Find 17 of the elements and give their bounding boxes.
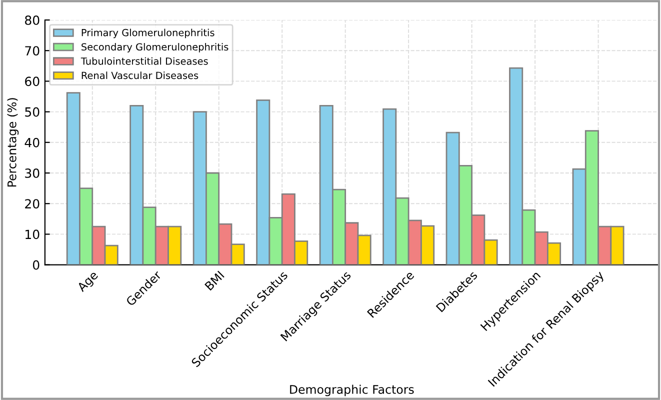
legend-label: Tubulointerstitial Diseases [80, 57, 208, 65]
y-tick-label: 40 [24, 138, 40, 148]
x-tick-label: Age [76, 270, 100, 294]
y-axis-title: Percentage (%) [7, 98, 19, 187]
legend-label: Secondary Glomerulonephritis [82, 43, 228, 52]
y-tick-label: 70 [25, 46, 40, 56]
legend-label: Renal Vascular Diseases [82, 72, 198, 80]
y-tick-label: 80 [25, 15, 40, 25]
y-tick-label: 60 [25, 76, 40, 86]
y-tick-label: 30 [25, 168, 40, 178]
y-tick-label: 0 [32, 260, 40, 270]
y-tick-label: 20 [25, 199, 40, 209]
y-tick-label: 50 [25, 107, 40, 117]
x-tick-label: BMI [204, 270, 224, 291]
legend-label: Primary Glomerulonephritis [82, 28, 214, 38]
x-axis-title: Demographic Factors [290, 384, 414, 396]
y-tick-label: 10 [26, 230, 40, 240]
